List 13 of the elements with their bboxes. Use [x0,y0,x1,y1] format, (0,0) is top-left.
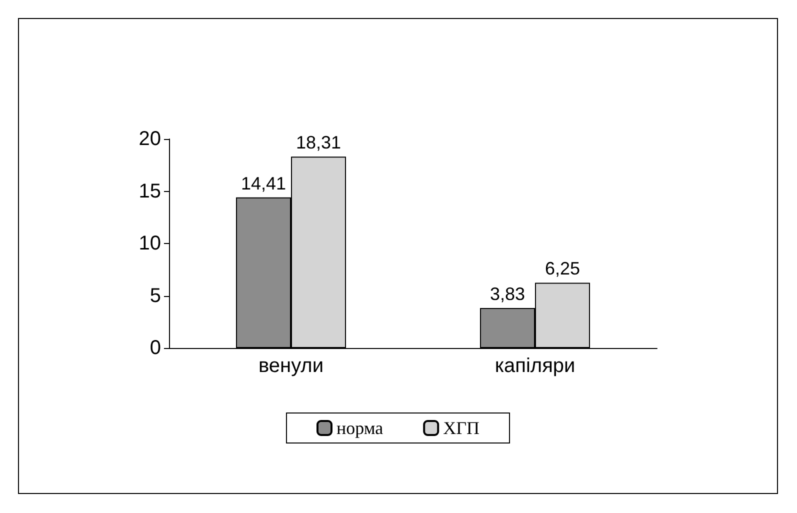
x-tick-label: капіляри [494,355,576,377]
legend-label: норма [336,418,384,438]
y-tick-label: 10 [138,232,161,254]
data-label: 18,31 [296,132,342,153]
data-label: 3,83 [490,284,526,304]
y-tick-label: 0 [150,337,161,359]
x-tick-label: венули [258,355,324,377]
data-label: 6,25 [544,258,580,279]
data-label: 14,41 [240,173,286,194]
y-tick-label: 20 [138,128,161,150]
y-tick-label: 15 [138,180,161,202]
legend-label: ХГП [443,418,480,438]
y-tick-label: 5 [150,284,161,307]
